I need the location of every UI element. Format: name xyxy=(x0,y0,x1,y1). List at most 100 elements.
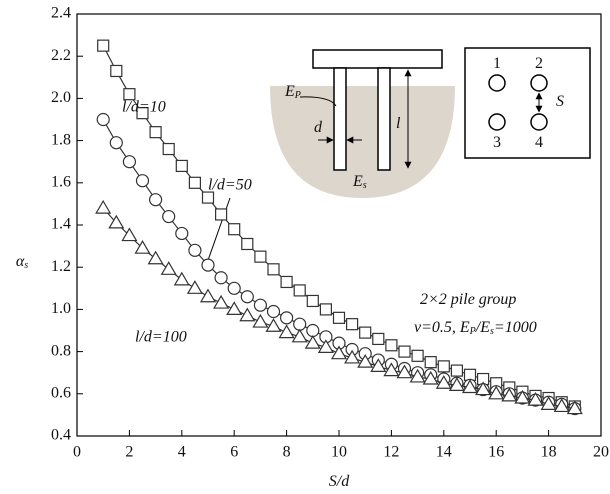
marker xyxy=(501,387,518,402)
text-part: 1 xyxy=(493,55,501,72)
marker xyxy=(372,332,385,346)
x-tick-label: 0 xyxy=(73,444,81,461)
marker xyxy=(121,227,138,242)
text-part: S/d xyxy=(329,473,350,490)
marker xyxy=(213,294,230,309)
marker xyxy=(319,303,332,316)
pile-schematic xyxy=(204,47,591,267)
marker xyxy=(411,349,424,362)
text-part: S xyxy=(556,93,564,110)
text-part: =1000 xyxy=(494,319,537,336)
marker xyxy=(110,64,123,78)
text-part: d xyxy=(314,119,323,136)
marker xyxy=(422,370,439,385)
text-part: 4 xyxy=(535,134,543,151)
marker xyxy=(162,142,175,156)
marker xyxy=(228,223,241,236)
y-tick-label: 1.8 xyxy=(51,131,71,148)
marker xyxy=(488,385,505,400)
marker xyxy=(306,294,319,308)
marker xyxy=(396,364,413,379)
inset-label: l xyxy=(396,115,401,132)
inset-label: 3 xyxy=(493,134,501,151)
text-part: α xyxy=(16,253,25,270)
marker xyxy=(317,339,334,353)
x-tick-label: 16 xyxy=(488,444,504,461)
marker xyxy=(109,136,123,150)
marker xyxy=(566,400,583,415)
marker xyxy=(398,345,411,358)
text-part: 3 xyxy=(493,134,501,151)
marker xyxy=(135,174,150,188)
marker xyxy=(96,112,110,127)
y-tick-label: 0.8 xyxy=(51,342,71,359)
marker xyxy=(344,349,361,364)
marker xyxy=(175,226,189,241)
marker xyxy=(540,396,557,410)
inset-label: d xyxy=(314,119,323,136)
text-part: /E xyxy=(475,319,490,336)
marker xyxy=(383,362,400,377)
marker xyxy=(278,324,295,339)
marker xyxy=(162,209,176,224)
marker xyxy=(240,290,254,304)
text-part: E xyxy=(352,173,363,190)
text-part: E xyxy=(284,83,295,100)
subscript: s xyxy=(490,326,494,337)
annotation: 2×2 pile group xyxy=(420,291,516,308)
marker xyxy=(293,284,306,297)
marker xyxy=(475,381,492,396)
x-tick-label: 14 xyxy=(436,444,452,461)
marker xyxy=(330,345,348,360)
marker xyxy=(239,307,256,322)
marker xyxy=(215,208,228,221)
marker xyxy=(147,250,164,265)
inset-label: Es xyxy=(352,173,367,192)
marker xyxy=(461,379,479,394)
x-tick-label: 6 xyxy=(230,444,238,461)
marker xyxy=(293,317,307,331)
marker xyxy=(385,339,398,352)
marker xyxy=(253,298,267,312)
marker xyxy=(122,155,136,169)
marker xyxy=(149,193,163,207)
y-tick-label: 2.2 xyxy=(51,47,71,64)
marker xyxy=(450,364,463,377)
text-part: 2 xyxy=(535,55,543,72)
x-tick-label: 12 xyxy=(383,444,399,461)
series-label: l/d=100 xyxy=(135,329,187,346)
marker xyxy=(175,159,188,173)
series-label: l/d=50 xyxy=(208,177,252,194)
inset-label: EP xyxy=(284,83,301,102)
subscript: P xyxy=(469,326,476,337)
y-tick-label: 1.2 xyxy=(51,258,71,275)
y-tick-label: 0.6 xyxy=(51,384,71,401)
marker xyxy=(134,240,151,254)
x-tick-label: 20 xyxy=(593,444,609,461)
marker xyxy=(254,250,267,263)
marker xyxy=(304,334,321,349)
text-part: l xyxy=(396,115,401,132)
y-tick-label: 1.4 xyxy=(51,216,71,233)
x-tick-label: 18 xyxy=(541,444,557,461)
marker xyxy=(266,304,281,319)
marker xyxy=(463,368,477,381)
marker xyxy=(409,368,426,383)
y-axis-label: αs xyxy=(16,253,28,272)
marker xyxy=(241,237,254,251)
marker xyxy=(553,398,570,413)
marker xyxy=(227,281,241,295)
marker xyxy=(448,377,465,391)
y-tick-label: 0.4 xyxy=(51,427,71,444)
marker xyxy=(201,258,215,272)
marker xyxy=(97,39,110,52)
subscript: s xyxy=(24,260,28,271)
marker xyxy=(201,191,215,204)
marker xyxy=(199,288,217,303)
y-tick-label: 2.0 xyxy=(51,89,71,106)
marker xyxy=(136,107,149,120)
marker xyxy=(186,280,203,294)
marker xyxy=(108,214,125,229)
marker xyxy=(280,275,293,289)
marker xyxy=(252,313,269,328)
